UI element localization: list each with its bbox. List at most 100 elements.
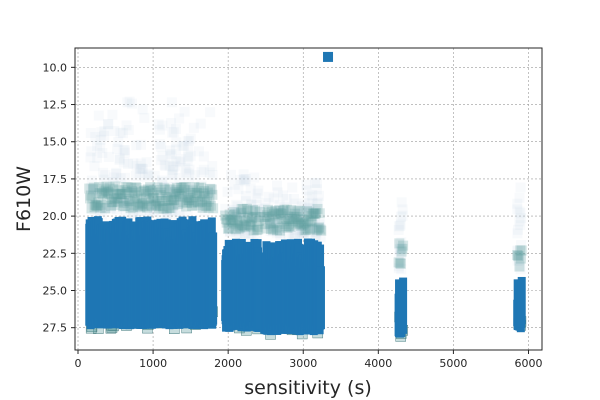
data-point	[297, 228, 308, 239]
data-point	[244, 230, 255, 241]
data-point	[154, 139, 165, 150]
data-point	[166, 148, 177, 159]
x-tick-label: 3000	[289, 357, 317, 370]
data-point	[138, 164, 149, 175]
data-point	[142, 184, 153, 195]
data-point	[265, 219, 276, 230]
data-point	[180, 163, 191, 174]
data-point	[158, 203, 169, 214]
data-point	[300, 217, 311, 228]
data-point	[192, 199, 203, 210]
data-point	[316, 266, 325, 330]
data-point	[315, 219, 326, 230]
data-point	[106, 197, 117, 208]
data-point	[202, 196, 213, 207]
data-point	[275, 208, 286, 219]
data-point	[106, 200, 117, 211]
data-point	[233, 223, 244, 234]
data-point	[137, 198, 148, 209]
data-point	[170, 186, 181, 197]
data-point	[264, 214, 275, 225]
data-point	[181, 167, 192, 178]
data-point	[239, 228, 250, 239]
data-point	[244, 220, 255, 231]
data-point	[395, 220, 406, 231]
data-point	[207, 169, 218, 180]
data-point	[397, 204, 408, 215]
data-point	[186, 197, 197, 208]
data-point	[228, 218, 239, 229]
data-point	[287, 222, 298, 233]
data-point	[515, 208, 526, 219]
data-point	[101, 181, 112, 192]
data-point	[315, 232, 326, 243]
data-point	[268, 224, 279, 235]
data-point	[179, 106, 190, 117]
data-point	[159, 183, 170, 194]
data-point	[208, 203, 219, 214]
data-point	[313, 190, 324, 201]
data-point	[165, 150, 176, 161]
data-point	[309, 218, 320, 229]
data-point	[232, 201, 243, 212]
data-point	[294, 205, 305, 216]
data-point	[312, 203, 323, 214]
data-point	[173, 198, 184, 209]
data-point	[274, 225, 285, 236]
data-point	[231, 232, 242, 243]
data-point	[98, 183, 109, 194]
data-point	[167, 169, 178, 180]
data-point	[305, 215, 316, 226]
data-point	[396, 237, 407, 248]
data-point	[229, 207, 240, 218]
data-point	[235, 222, 246, 233]
data-point	[171, 123, 182, 134]
data-point	[240, 176, 251, 187]
data-point	[134, 197, 145, 208]
data-point	[196, 195, 207, 206]
x-tick-label: 2000	[214, 357, 242, 370]
data-point	[236, 203, 247, 214]
data-point	[171, 198, 182, 209]
data-point	[100, 185, 111, 196]
data-point	[232, 209, 243, 220]
data-point	[157, 201, 168, 212]
data-point	[313, 223, 324, 234]
data-point	[222, 214, 233, 225]
data-point	[265, 218, 276, 229]
data-point	[131, 160, 142, 171]
data-point	[273, 208, 284, 219]
data-point	[314, 219, 325, 230]
data-point	[110, 195, 121, 206]
data-point	[134, 168, 145, 179]
data-point	[261, 223, 272, 234]
data-point	[85, 152, 96, 163]
data-point	[311, 225, 322, 236]
data-point	[180, 187, 191, 198]
data-point	[84, 183, 95, 194]
data-point	[111, 167, 122, 178]
data-point	[232, 208, 243, 219]
data-point	[136, 186, 147, 197]
data-point	[259, 211, 270, 222]
data-point	[279, 209, 290, 220]
data-point	[271, 225, 282, 236]
data-point	[280, 221, 291, 232]
data-point	[157, 151, 168, 162]
data-point	[119, 197, 130, 208]
data-point	[135, 202, 146, 213]
data-point	[161, 204, 172, 215]
data-point	[165, 202, 176, 213]
data-point	[143, 195, 154, 206]
data-point	[252, 188, 263, 199]
data-point	[259, 203, 270, 214]
data-point	[134, 163, 145, 174]
data-point	[90, 199, 101, 210]
data-point	[162, 210, 173, 221]
data-point	[312, 224, 323, 235]
data-point	[94, 182, 105, 193]
data-point	[128, 158, 139, 169]
data-point	[239, 173, 250, 184]
data-point	[515, 253, 526, 264]
data-point	[514, 261, 525, 272]
